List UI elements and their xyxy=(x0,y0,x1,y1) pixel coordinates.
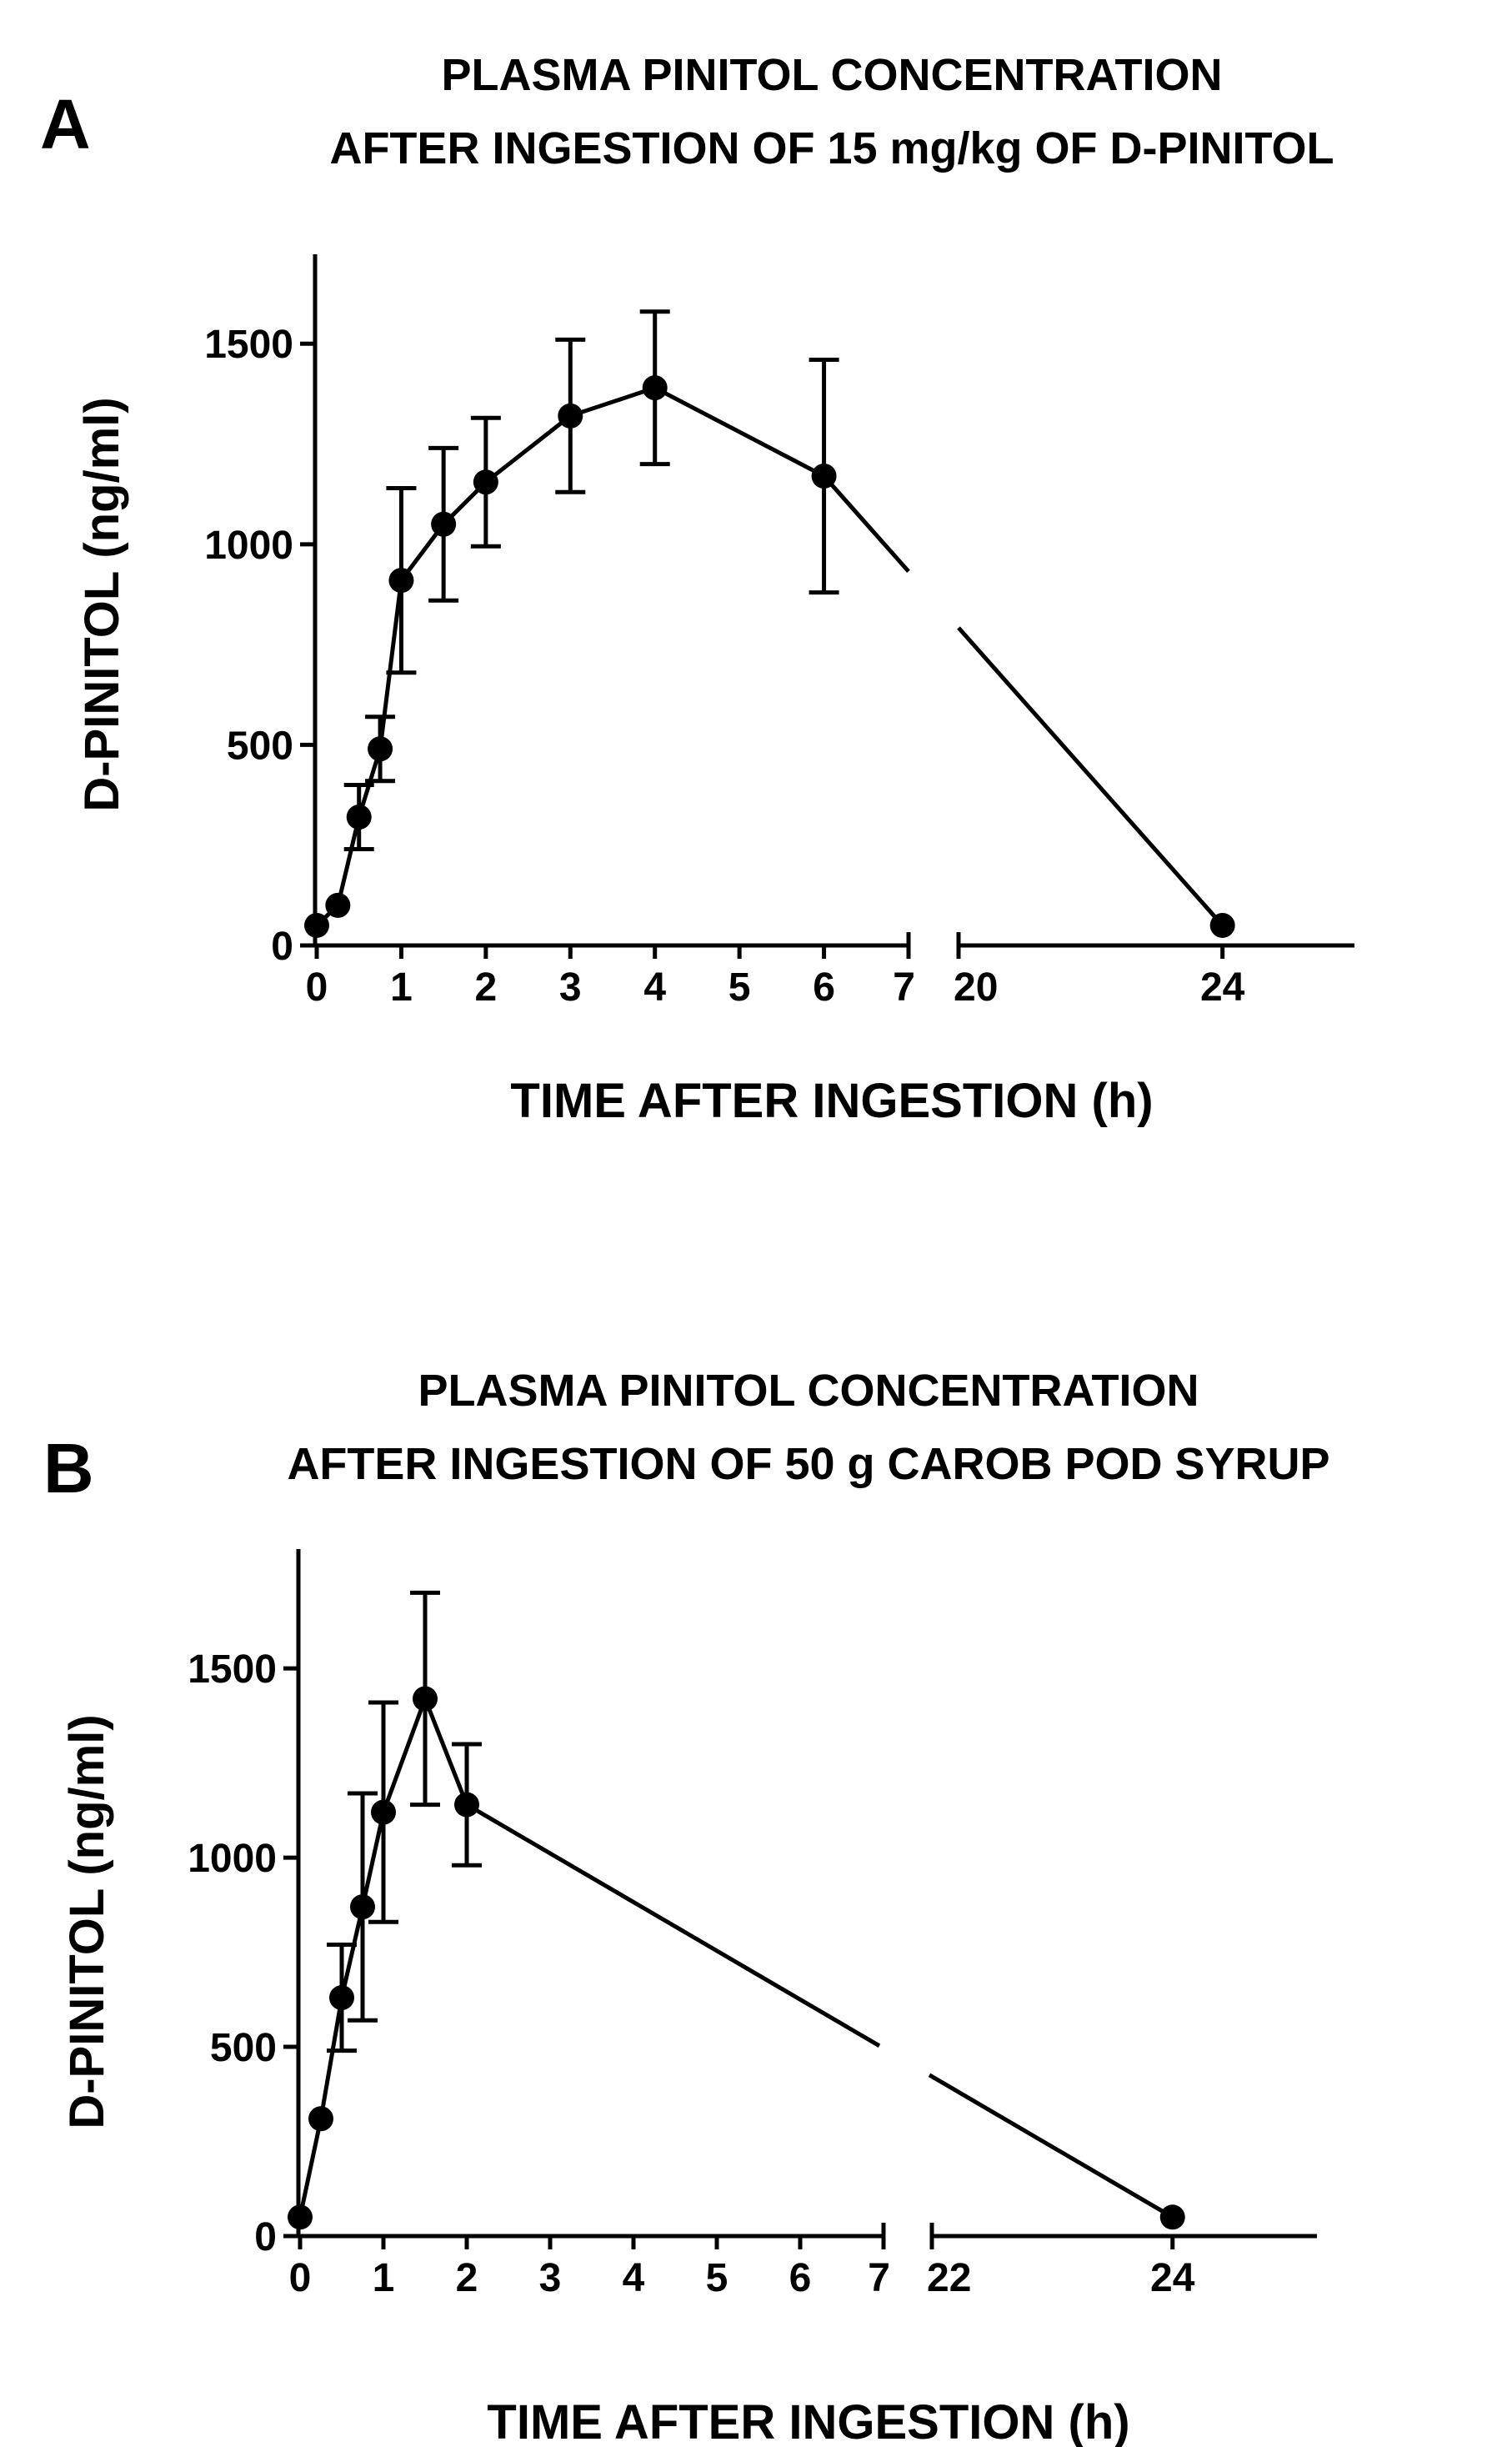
x-tick-label: 20 xyxy=(954,965,998,1010)
series-line-break-right xyxy=(957,626,1224,927)
x-tick-label: 24 xyxy=(1150,2256,1195,2300)
panel-letter-b: B xyxy=(43,1429,94,1507)
data-point xyxy=(558,403,583,429)
title-b-line-1: PLASMA PINITOL CONCENTRATION xyxy=(418,1366,1199,1416)
panel-a: A PLASMA PINITOL CONCENTRATION AFTER ING… xyxy=(40,50,1354,1128)
y-tick-label: 0 xyxy=(254,2215,277,2259)
y-axis-label-b: D-PINITOL (ng/ml) xyxy=(60,1714,114,2129)
panel-b: B PLASMA PINITOL CONCENTRATION AFTER ING… xyxy=(43,1366,1330,2447)
panel-letter-a: A xyxy=(40,85,91,163)
x-tick-label: 4 xyxy=(643,965,666,1010)
x-tick-label: 6 xyxy=(813,965,835,1010)
x-tick-label: 7 xyxy=(893,965,915,1010)
x-tick-label: 4 xyxy=(623,2256,645,2300)
y-tick-label: 1000 xyxy=(204,524,293,568)
data-point xyxy=(329,1985,354,2011)
title-a-line-2: AFTER INGESTION OF 15 mg/kg OF D-PINITOL xyxy=(329,123,1334,173)
data-point xyxy=(1209,912,1235,938)
y-tick-label: 1500 xyxy=(188,1647,277,1692)
y-axis-label-a: D-PINITOL (ng/ml) xyxy=(75,397,129,811)
data-point xyxy=(431,511,457,537)
x-axis-label-a: TIME AFTER INGESTION (h) xyxy=(510,1074,1153,1128)
series-line xyxy=(315,385,825,927)
data-point xyxy=(811,464,837,489)
x-tick-label: 0 xyxy=(289,2256,312,2300)
data-point xyxy=(368,736,393,762)
data-point xyxy=(288,2204,313,2230)
x-tick-label: 7 xyxy=(868,2256,890,2300)
data-point xyxy=(350,1894,375,1920)
data-point xyxy=(413,1686,438,1712)
y-tick-label: 500 xyxy=(227,724,293,768)
x-tick-label: 2 xyxy=(456,2256,478,2300)
x-tick-label: 1 xyxy=(390,965,413,1010)
series-line-break-left xyxy=(465,1803,881,2048)
x-tick-label: 1 xyxy=(373,2256,395,2300)
data-point xyxy=(388,568,414,594)
plot-area-a: 0 500 1000 1500 0 1 2 3 4 5 6 7 20 24 xyxy=(204,254,1354,1010)
x-tick-label: 5 xyxy=(706,2256,728,2300)
data-point xyxy=(304,912,329,938)
x-tick-label: 5 xyxy=(728,965,751,1010)
data-point xyxy=(1159,2204,1185,2230)
y-tick-label: 1000 xyxy=(188,1837,277,1881)
x-tick-label: 22 xyxy=(927,2256,971,2300)
data-point xyxy=(642,375,668,401)
y-tick-label: 0 xyxy=(271,925,293,969)
x-tick-label: 3 xyxy=(559,965,582,1010)
x-tick-label: 2 xyxy=(475,965,498,1010)
data-point xyxy=(346,805,372,830)
data-point xyxy=(454,1792,479,1818)
y-tick-label: 1500 xyxy=(204,323,293,367)
x-tick-label: 24 xyxy=(1200,965,1245,1010)
x-tick-label: 6 xyxy=(789,2256,812,2300)
title-a-line-1: PLASMA PINITOL CONCENTRATION xyxy=(441,50,1222,100)
y-tick-label: 500 xyxy=(210,2026,277,2070)
series-line-break-right xyxy=(928,2073,1174,2219)
title-b-line-2: AFTER INGESTION OF 50 g CAROB POD SYRUP xyxy=(287,1439,1329,1489)
data-point xyxy=(371,1799,396,1825)
x-axis-label-b: TIME AFTER INGESTION (h) xyxy=(487,2395,1129,2447)
x-tick-label: 3 xyxy=(539,2256,562,2300)
data-point xyxy=(308,2106,333,2132)
data-point xyxy=(325,892,351,918)
x-tick-label: 0 xyxy=(306,965,328,1010)
series-line-break-left xyxy=(822,474,910,574)
data-point xyxy=(473,469,498,495)
plot-area-b: 0 500 1000 1500 0 1 2 3 4 5 6 7 22 24 xyxy=(188,1549,1317,2300)
